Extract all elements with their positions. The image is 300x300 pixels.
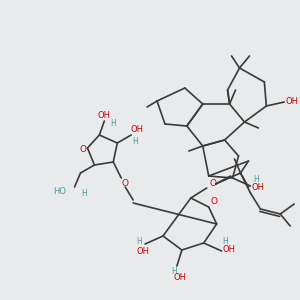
Text: O: O <box>80 146 87 154</box>
Text: OH: OH <box>173 274 186 283</box>
Text: H: H <box>223 236 229 245</box>
Text: OH: OH <box>136 248 150 256</box>
Text: H: H <box>82 188 87 197</box>
Text: OH: OH <box>130 125 144 134</box>
Text: H: H <box>136 236 142 245</box>
Text: OH: OH <box>252 184 265 193</box>
Text: H: H <box>110 118 116 127</box>
Text: H: H <box>254 176 259 184</box>
Text: H: H <box>132 136 138 146</box>
Text: HO: HO <box>54 187 67 196</box>
Text: H: H <box>171 268 177 277</box>
Text: O: O <box>209 179 216 188</box>
Text: OH: OH <box>286 97 299 106</box>
Text: OH: OH <box>98 110 111 119</box>
Text: OH: OH <box>222 244 235 253</box>
Text: O: O <box>122 179 129 188</box>
Text: O: O <box>210 197 217 206</box>
